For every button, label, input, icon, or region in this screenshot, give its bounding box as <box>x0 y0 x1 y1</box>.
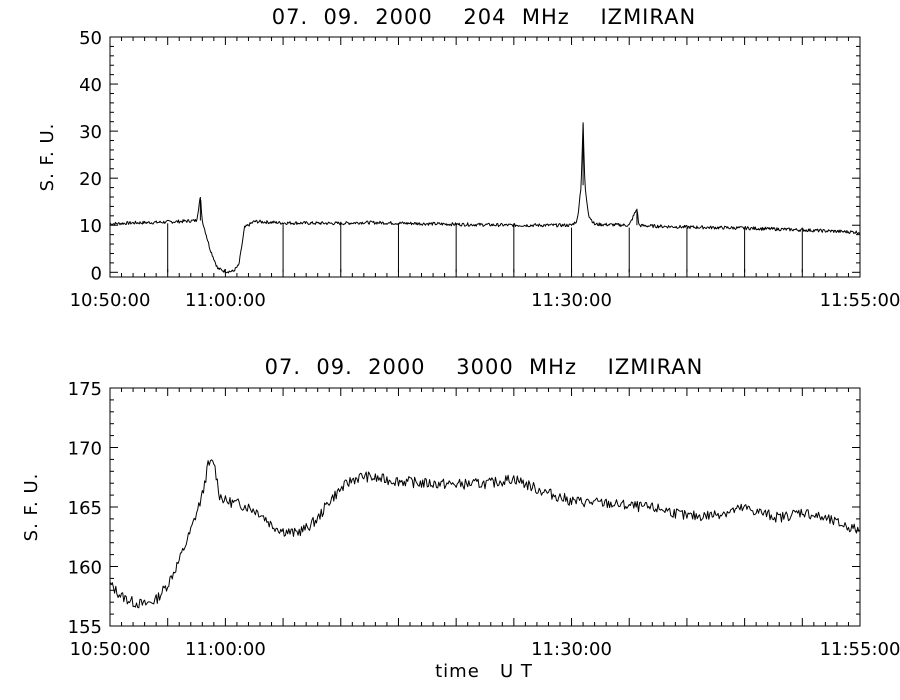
y-tick-label: 165 <box>68 498 102 519</box>
x-tick-label: 11:00:00 <box>185 290 266 311</box>
y-axis-label: S. F. U. <box>37 123 58 192</box>
y-tick-label: 50 <box>79 28 102 49</box>
x-tick-label: 11:30:00 <box>531 639 612 660</box>
series-line-3000mhz <box>109 459 861 609</box>
y-tick-label: 10 <box>79 216 102 237</box>
panel-204mhz: 07. 09. 2000 204 MHz IZMIRAN 0 10 20 30 40 50… <box>37 5 900 311</box>
y-axis-label: S. F. U. <box>21 473 42 542</box>
chart-title: 07. 09. 2000 204 MHz IZMIRAN <box>272 5 696 29</box>
y-tick-label: 160 <box>68 558 102 579</box>
y-tick-label: 175 <box>68 379 102 400</box>
y-tick-label: 0 <box>91 263 102 284</box>
x-tick-label: 10:50:00 <box>70 639 151 660</box>
y-tick-label: 20 <box>79 169 102 190</box>
plot-frame <box>109 36 861 278</box>
x-tick-label: 11:00:00 <box>185 639 266 660</box>
tick-group: 155 160 165 170 175 10:50:00 11:00:00 11:30:00 1… <box>68 379 900 660</box>
x-tick-label: 11:55:00 <box>820 639 900 660</box>
y-tick-label: 170 <box>68 439 102 460</box>
y-tick-label: 155 <box>68 617 102 638</box>
panel-3000mhz: 07. 09. 2000 3000 MHz IZMIRAN 1551601651… <box>21 355 900 682</box>
y-tick-label: 30 <box>79 122 102 143</box>
y-tick-label: 40 <box>79 75 102 96</box>
series-line-204mhz <box>109 122 861 274</box>
tick-group: 0 10 20 30 40 50 10:50:00 11:00:00 11:30:00 11:55… <box>70 28 900 311</box>
x-tick-label: 11:55:00 <box>820 290 900 311</box>
chart-title: 07. 09. 2000 3000 MHz IZMIRAN <box>265 355 704 379</box>
x-axis-label: time U T <box>435 661 533 682</box>
x-tick-label: 11:30:00 <box>531 290 612 311</box>
x-tick-label: 10:50:00 <box>70 290 151 311</box>
